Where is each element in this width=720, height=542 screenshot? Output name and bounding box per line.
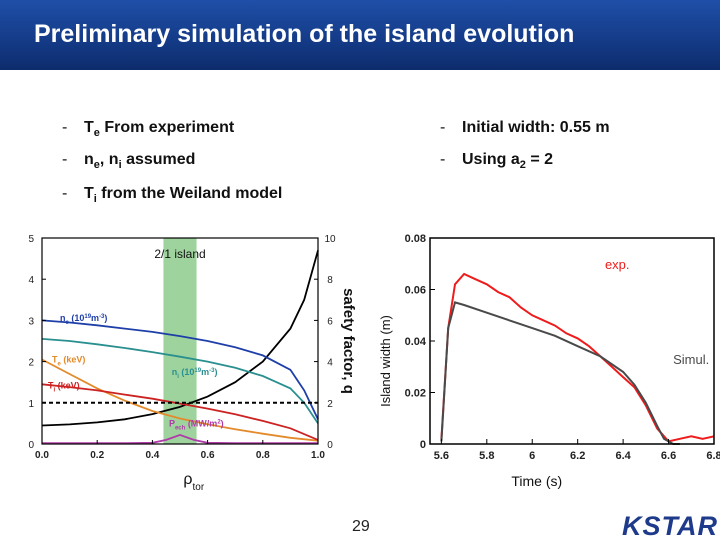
bullet-dash: - [62,119,68,136]
bullet-symbol: Using a [462,151,520,168]
simul-series-label: Simul. [673,352,709,367]
bullet-text: from the Weiland model [96,185,283,202]
island-band [163,238,197,444]
y-tick-label: 0.02 [405,388,426,400]
bullet-text: = 2 [525,151,554,168]
ni-label: ni (1019m-3) [172,367,218,380]
x-tick-label: 0.0 [35,450,49,461]
x-tick-label: 6 [529,450,535,462]
bullet-subscript: e [93,127,100,140]
x-tick-label: 0.4 [145,450,159,461]
te-label: Te (keV) [52,354,85,367]
bullet-dash: - [440,151,446,168]
bullet-te-source: - Te From experiment [62,119,234,139]
y-left-tick-label: 3 [28,316,34,327]
x-tick-label: 6.4 [615,450,631,462]
x-tick-label: 0.8 [256,450,270,461]
right-y-axis-label: safety factor, q [340,288,357,394]
x-tick-label: 1.0 [311,450,325,461]
y-right-tick-label: 4 [327,358,333,369]
y-right-tick-label: 10 [324,234,336,245]
y-tick-label: 0.06 [405,285,426,297]
bullet-dash: - [62,151,68,168]
series-ti [41,383,319,441]
y-tick-label: 0.04 [405,336,427,348]
bullet-a2: - Using a2 = 2 [440,151,553,171]
x-tick-label: 5.6 [434,450,449,462]
series-simul- [440,301,680,445]
y-left-tick-label: 2 [28,358,34,369]
bullet-dash: - [62,185,68,202]
bullet-dash: - [440,119,446,136]
y-left-tick-label: 4 [28,275,34,286]
bullet-subscript: i [118,159,122,172]
bullet-density-source: - ne, ni assumed [62,151,195,171]
page-number: 29 [352,518,370,535]
y-left-tick-label: 5 [28,234,34,245]
x-tick-label: 6.2 [570,450,585,462]
bullet-symbol: , n [99,151,119,168]
x-tick-label: 0.6 [201,450,215,461]
bullet-symbol: T [84,119,94,136]
pech-label: Pech (MW/m2) [169,419,224,432]
y-right-tick-label: 0 [327,440,333,451]
bullet-ti-source: - Ti from the Weiland model [62,185,282,205]
x-axis-label: Time (s) [511,473,562,489]
x-tick-label: 6.8 [706,450,720,462]
y-left-tick-label: 0 [28,440,34,451]
y-right-tick-label: 8 [327,275,333,286]
y-axis-label: Island width (m) [378,315,393,407]
plot-frame [41,237,319,445]
x-tick-label: 5.8 [479,450,494,462]
kstar-logo: KSTAR [620,510,720,541]
ne-label: ne (1019m-3) [60,313,107,326]
island-band-label: 2/1 island [154,247,205,261]
title-bar: Preliminary simulation of the island evo… [0,0,720,70]
logo-text: KSTAR [622,511,718,541]
bullet-subscript: i [93,193,97,206]
y-right-tick-label: 2 [327,399,333,410]
series-ni [41,338,319,424]
series-te [41,358,319,442]
island-width-chart: 5.6 5.8 6 6.2 6.4 6.6 6.8 0 0.02 0.04 0.06 0.08 exp… [378,210,720,498]
y-tick-label: 0.08 [405,233,426,245]
chart-background [378,210,720,498]
y-right-tick-label: 6 [327,316,333,327]
series-ne [41,319,319,420]
series-q [41,250,319,427]
bullet-initial-width: - Initial width: 0.55 m [440,119,610,137]
bullet-text: Initial width: 0.55 m [462,119,610,136]
x-tick-label: 6.6 [661,450,676,462]
y-left-tick-label: 1 [28,399,34,410]
ti-label: Ti (keV) [48,380,80,393]
x-axis-label: ρtor [183,471,204,492]
bullet-subscript: 2 [519,159,526,172]
slide-title: Preliminary simulation of the island evo… [34,20,575,48]
bullet-symbol: n [84,151,94,168]
bullet-text: assumed [121,151,196,168]
bullet-text: From experiment [99,119,235,136]
bullet-symbol: T [84,185,94,202]
bullet-subscript: e [93,159,100,172]
x-tick-label: 0.2 [90,450,104,461]
exp-series-label: exp. [605,257,630,272]
y-tick-label: 0 [420,439,426,451]
